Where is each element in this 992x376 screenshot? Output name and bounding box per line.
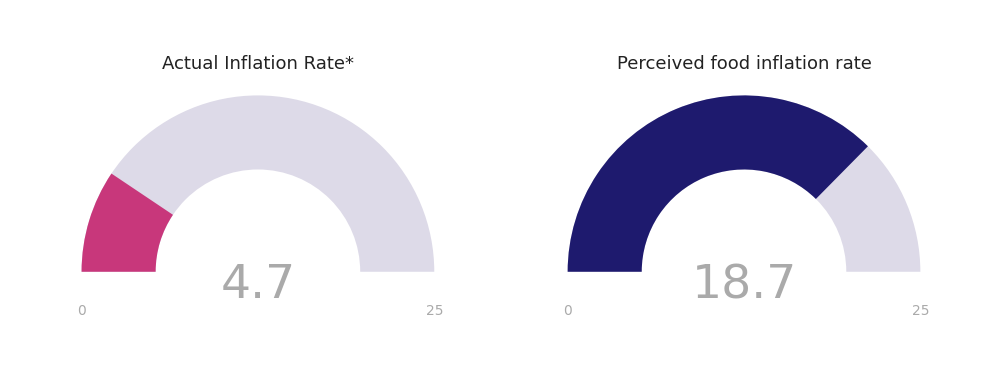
Text: 18.7: 18.7 (691, 263, 797, 308)
Text: Actual Inflation Rate*: Actual Inflation Rate* (162, 55, 354, 73)
Text: Perceived food inflation rate: Perceived food inflation rate (617, 55, 871, 73)
Text: 25: 25 (426, 303, 443, 317)
Wedge shape (567, 96, 921, 272)
Text: 0: 0 (77, 303, 86, 317)
Wedge shape (81, 96, 434, 272)
Wedge shape (567, 96, 868, 272)
Wedge shape (81, 174, 173, 272)
Text: 25: 25 (912, 303, 930, 317)
Text: 0: 0 (563, 303, 572, 317)
Text: 4.7: 4.7 (220, 263, 296, 308)
